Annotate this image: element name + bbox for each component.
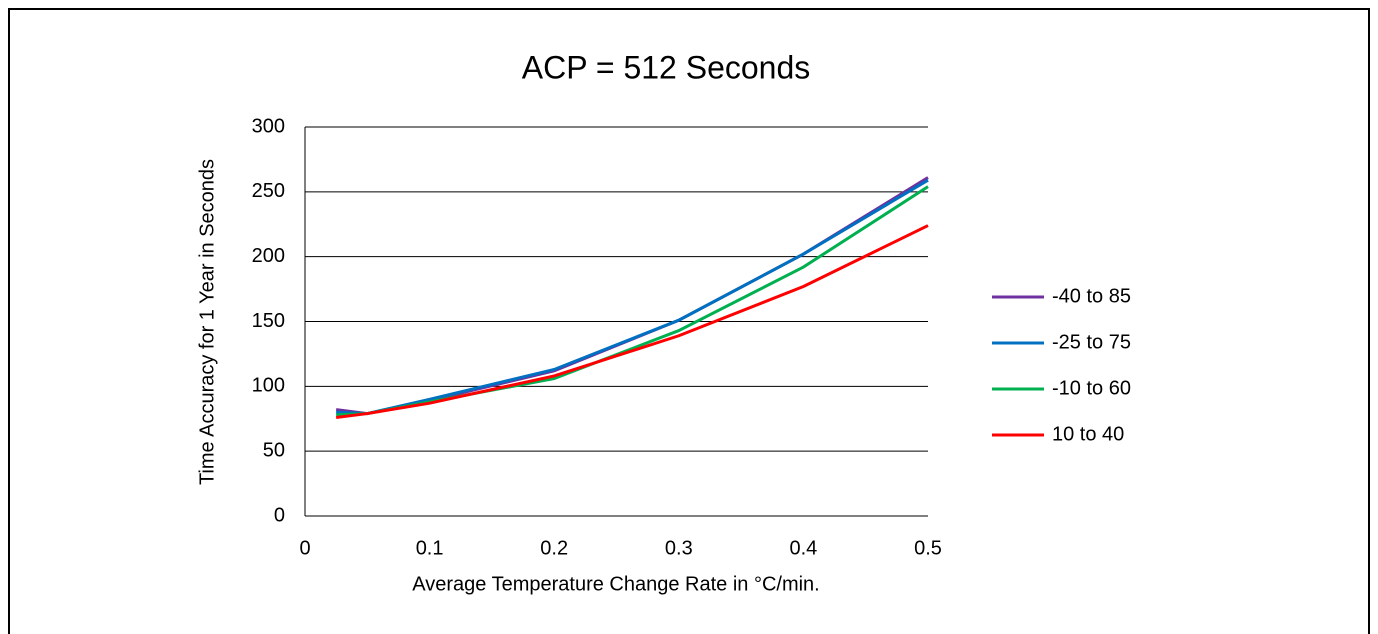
y-tick-label: 100 [252, 375, 285, 397]
x-tick-label: 0.3 [665, 537, 693, 559]
y-tick-label: 50 [263, 439, 285, 461]
x-tick-label: 0.2 [540, 537, 568, 559]
chart-title: ACP = 512 Seconds [522, 49, 811, 85]
y-tick-label: 250 [252, 180, 285, 202]
series-line [335, 224, 929, 419]
y-axis-label: Time Accuracy for 1 Year in Seconds [196, 159, 218, 485]
legend-label: -40 to 85 [1052, 285, 1131, 307]
x-tick-label: 0 [299, 537, 310, 559]
x-tick-label: 0.5 [914, 537, 942, 559]
legend-label: -25 to 75 [1052, 331, 1131, 353]
x-axis-label: Average Temperature Change Rate in °C/mi… [412, 573, 819, 595]
legend-label: -10 to 60 [1052, 377, 1131, 399]
x-tick-label: 0.1 [416, 537, 444, 559]
legend-label: 10 to 40 [1052, 423, 1124, 445]
y-tick-label: 0 [274, 504, 285, 526]
x-tick-label: 0.4 [789, 537, 817, 559]
y-tick-label: 150 [252, 310, 285, 332]
y-tick-label: 300 [252, 115, 285, 137]
y-tick-label: 200 [252, 245, 285, 267]
